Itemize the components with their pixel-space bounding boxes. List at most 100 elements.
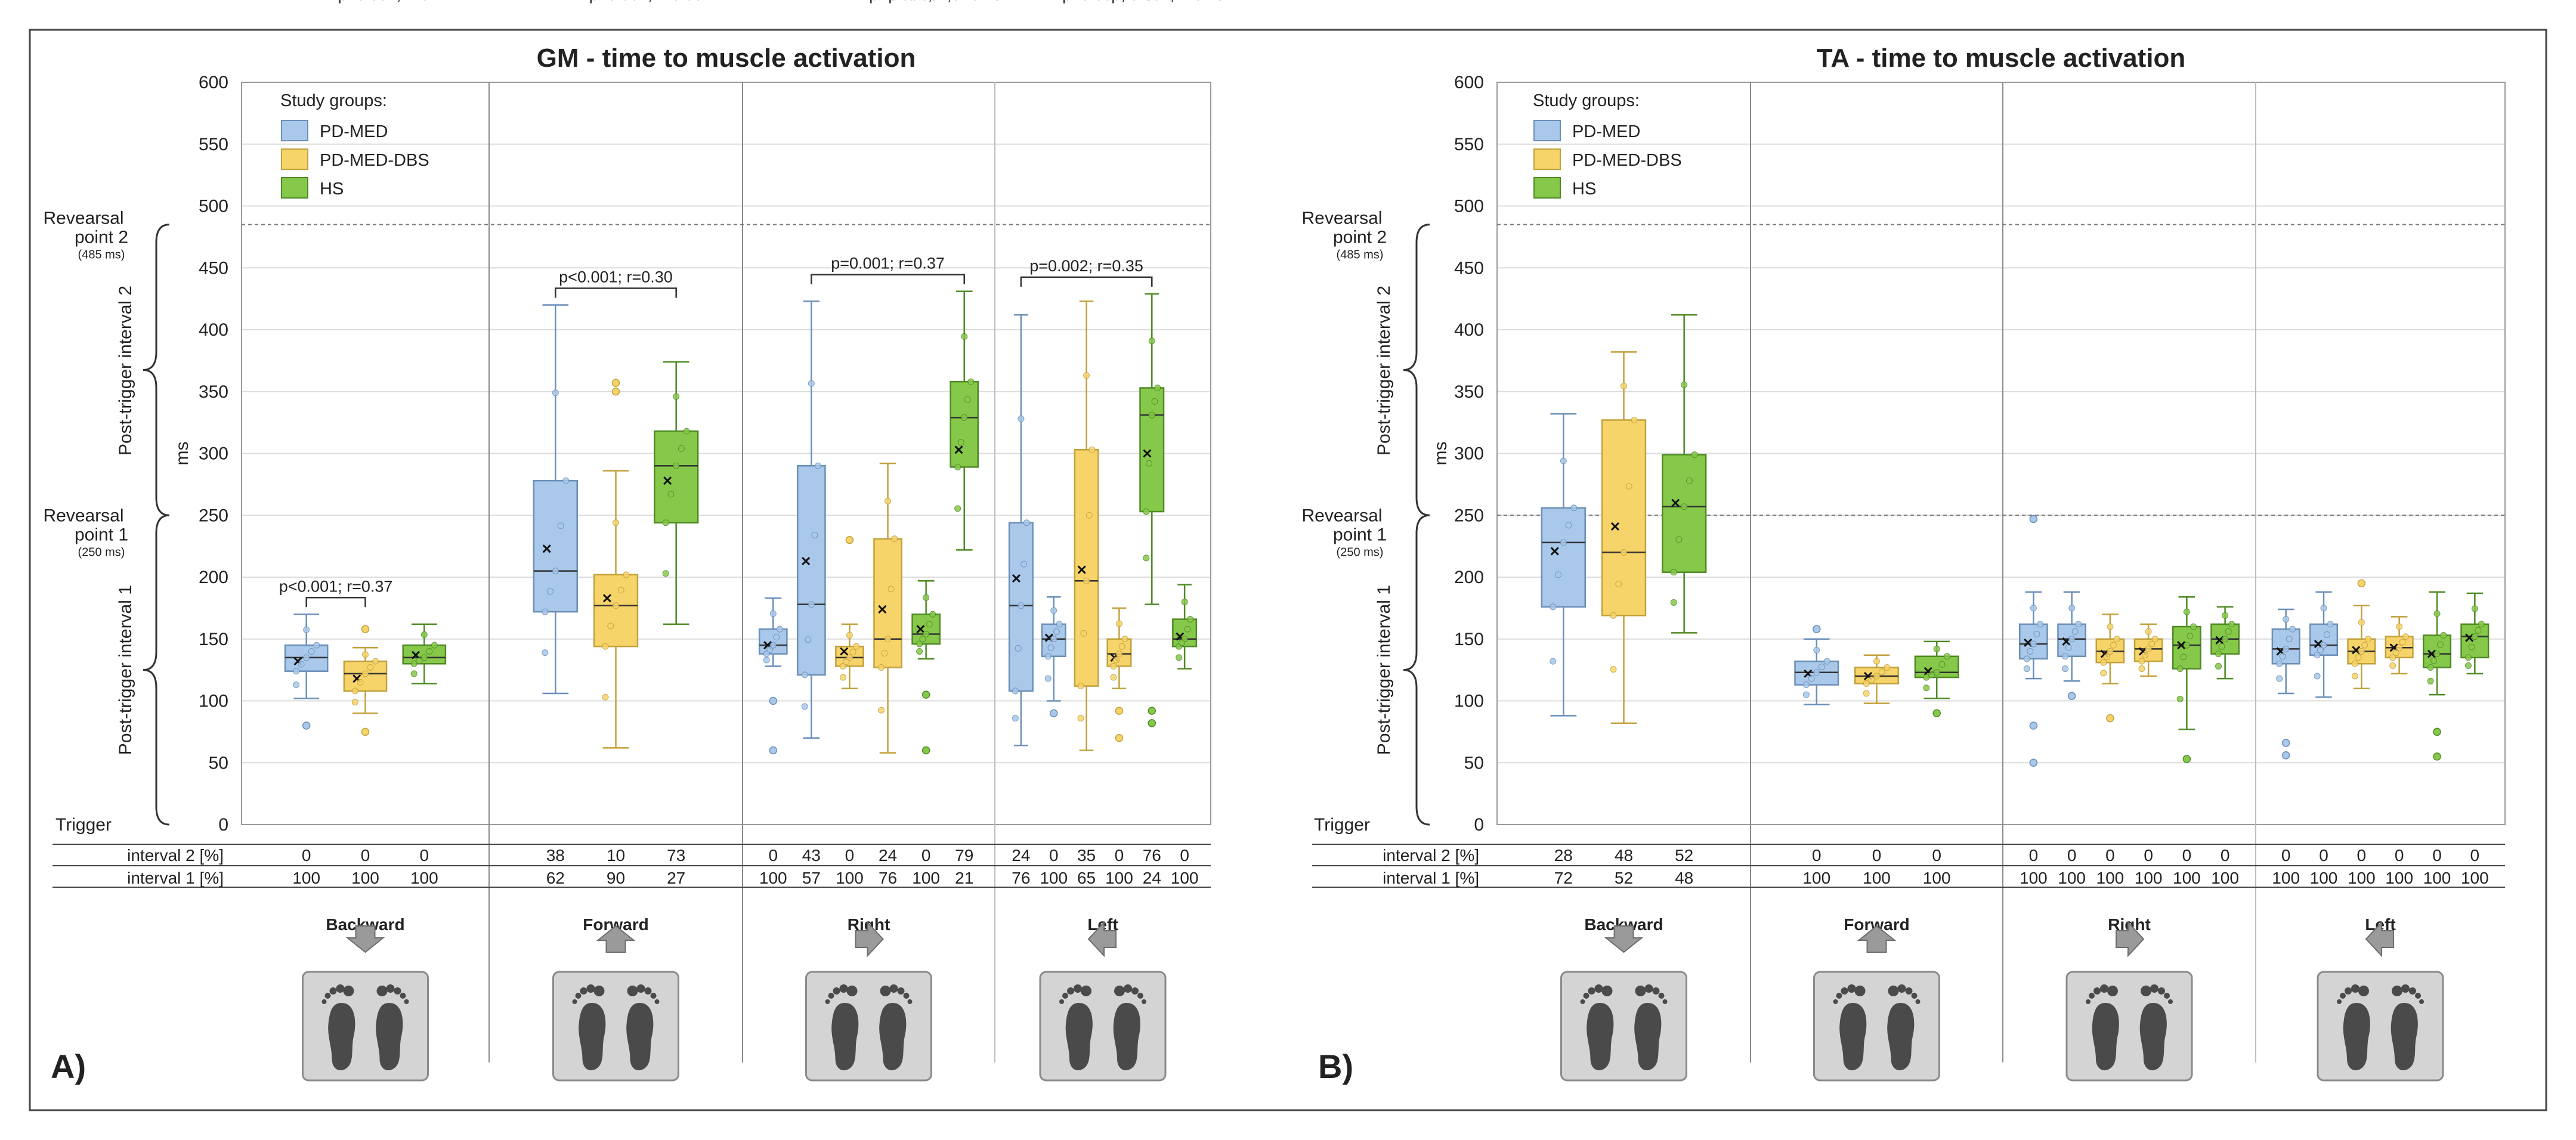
outlier-point [2029, 758, 2038, 767]
data-point [846, 654, 853, 661]
toe-shape [1142, 999, 1146, 1004]
toe-shape [343, 986, 354, 996]
toe-shape [1131, 987, 1139, 995]
interval-1-label: Post-trigger interval 1 [1374, 585, 1394, 755]
data-point [885, 497, 892, 504]
data-point [2068, 605, 2076, 612]
sole-shape [1634, 1003, 1662, 1071]
data-point [954, 505, 961, 512]
toe-shape [1074, 984, 1082, 993]
toe-shape [2401, 984, 2410, 993]
mean-marker [1077, 565, 1086, 574]
data-point [1012, 715, 1019, 722]
outlier-point [2182, 755, 2191, 763]
data-point [2279, 653, 2286, 660]
data-point [1808, 675, 1815, 682]
reversal-point-1-ms: (250 ms) [1337, 546, 1384, 559]
data-point [2351, 673, 2358, 680]
box-iqr [797, 465, 826, 676]
data-point [2138, 658, 2145, 665]
data-point [667, 491, 675, 498]
data-point [2033, 630, 2040, 637]
box-pd-med [1008, 314, 1034, 746]
box-iqr [758, 628, 788, 655]
significance-label: p<0.001; r=0.50 [589, 0, 703, 4]
significance-bracket [305, 597, 366, 608]
data-point [808, 601, 815, 608]
table-cell-interval2: 0 [768, 846, 778, 865]
sole-shape [2139, 1003, 2167, 1071]
data-point [1181, 599, 1188, 605]
data-point [1560, 539, 1567, 546]
data-point [2471, 605, 2478, 612]
reversal-point-2-label: Revearsal [1301, 209, 1382, 228]
legend-title: Study groups: [280, 91, 387, 110]
toe-shape [2093, 987, 2101, 995]
box-hs [950, 290, 979, 551]
box-iqr [593, 574, 639, 648]
data-point [776, 625, 783, 633]
toe-shape [1841, 987, 1848, 995]
data-point [2030, 640, 2037, 648]
data-point [2065, 644, 2072, 651]
toe-shape [644, 987, 652, 995]
data-point [602, 643, 609, 650]
data-point [2464, 662, 2472, 669]
box-pd-med-dbs [873, 462, 902, 754]
box-pd-med-dbs [2095, 614, 2125, 723]
data-point [1884, 664, 1891, 671]
mean-marker [840, 647, 849, 656]
left-foot-icon [1580, 984, 1614, 1071]
data-point [1621, 382, 1627, 389]
data-point [839, 674, 846, 681]
data-point [308, 648, 315, 655]
data-point [2389, 654, 2396, 661]
data-point [1823, 658, 1830, 665]
data-point [1154, 385, 1161, 392]
data-point [1018, 602, 1025, 609]
outlier-point [769, 746, 778, 755]
table-cell-interval2: 0 [361, 846, 370, 865]
outlier-point [1115, 734, 1124, 742]
data-point [1118, 643, 1125, 650]
y-tick-label: 50 [209, 753, 228, 773]
data-point [2145, 628, 2152, 635]
table-cell-interval1: 100 [1802, 869, 1830, 887]
data-point [1686, 477, 1693, 484]
toe-shape [586, 984, 595, 993]
data-point [1615, 580, 1622, 587]
box-pd-med [2271, 608, 2300, 760]
data-point [801, 703, 808, 710]
data-point [1044, 653, 1052, 660]
toe-shape [575, 993, 582, 999]
toe-shape [880, 986, 891, 996]
toe-shape [1081, 986, 1091, 996]
box-hs [402, 623, 447, 684]
data-point [2440, 632, 2447, 639]
table-cell-interval1: 100 [2173, 869, 2201, 887]
toe-shape [2089, 993, 2095, 999]
left-foot-icon [825, 984, 859, 1071]
table-cell-interval2: 0 [1932, 846, 1941, 865]
data-point [1670, 599, 1677, 606]
outlier-point [1115, 707, 1124, 715]
table-cell-interval1: 100 [912, 869, 940, 887]
toe-shape [329, 987, 337, 995]
reversal-point-2-label: point 2 [1333, 228, 1387, 247]
table-row-label: interval 1 [%] [1383, 869, 1479, 887]
data-point [2075, 621, 2082, 628]
data-point [2433, 650, 2441, 658]
data-point [916, 648, 923, 655]
data-point [877, 664, 885, 671]
data-point [773, 634, 780, 641]
data-point [961, 333, 968, 340]
right-foot-icon [1634, 984, 1668, 1071]
outlier-point [2029, 721, 2038, 730]
legend-item: PD-MED-DBS [320, 151, 429, 170]
data-point [1610, 612, 1617, 619]
mean-marker [663, 476, 672, 485]
toe-shape [1137, 993, 1143, 999]
table-cell-interval2: 28 [1554, 846, 1573, 865]
y-tick-label: 100 [1454, 692, 1484, 711]
